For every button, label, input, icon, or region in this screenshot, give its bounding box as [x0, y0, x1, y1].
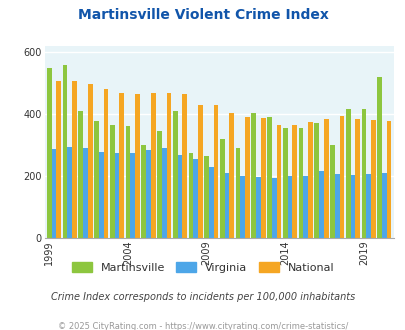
Bar [146, 150, 150, 238]
Bar [83, 148, 88, 238]
Bar [307, 122, 312, 238]
Bar [276, 125, 281, 238]
Bar [292, 125, 296, 238]
Bar [94, 121, 99, 238]
Bar [126, 126, 130, 238]
Bar [251, 113, 256, 238]
Bar [240, 176, 245, 238]
Legend: Martinsville, Virginia, National: Martinsville, Virginia, National [67, 258, 338, 278]
Bar [329, 145, 334, 238]
Bar [318, 171, 323, 238]
Bar [103, 89, 108, 238]
Bar [313, 123, 318, 238]
Bar [56, 81, 61, 238]
Bar [287, 176, 292, 238]
Bar [47, 68, 51, 238]
Bar [88, 84, 92, 238]
Bar [188, 153, 193, 238]
Bar [381, 173, 386, 238]
Bar [213, 106, 218, 238]
Bar [266, 117, 271, 238]
Bar [173, 111, 177, 238]
Bar [110, 125, 114, 238]
Bar [298, 128, 303, 238]
Bar [141, 145, 146, 238]
Bar [157, 131, 162, 238]
Bar [350, 175, 354, 238]
Bar [260, 118, 265, 238]
Bar [198, 105, 202, 238]
Bar [78, 111, 83, 238]
Bar [193, 159, 198, 238]
Bar [271, 178, 276, 238]
Bar [130, 153, 135, 238]
Bar [334, 174, 339, 238]
Bar [220, 139, 224, 238]
Bar [209, 167, 213, 238]
Bar [99, 152, 103, 238]
Bar [365, 174, 370, 238]
Bar [67, 147, 72, 238]
Bar [166, 92, 171, 238]
Bar [162, 148, 166, 238]
Bar [229, 113, 234, 238]
Bar [376, 77, 381, 238]
Bar [361, 110, 365, 238]
Bar [72, 81, 77, 238]
Bar [303, 176, 307, 238]
Bar [204, 156, 209, 238]
Bar [177, 155, 182, 238]
Bar [386, 121, 390, 238]
Bar [182, 94, 187, 238]
Bar [323, 119, 328, 238]
Bar [114, 153, 119, 238]
Bar [370, 120, 375, 238]
Text: © 2025 CityRating.com - https://www.cityrating.com/crime-statistics/: © 2025 CityRating.com - https://www.city… [58, 322, 347, 330]
Bar [224, 173, 229, 238]
Bar [119, 92, 124, 238]
Text: Crime Index corresponds to incidents per 100,000 inhabitants: Crime Index corresponds to incidents per… [51, 292, 354, 302]
Bar [345, 110, 350, 238]
Bar [339, 116, 343, 238]
Text: Martinsville Violent Crime Index: Martinsville Violent Crime Index [77, 8, 328, 22]
Bar [150, 92, 155, 238]
Bar [282, 128, 287, 238]
Bar [63, 65, 67, 238]
Bar [256, 178, 260, 238]
Bar [354, 119, 359, 238]
Bar [235, 148, 240, 238]
Bar [245, 117, 249, 238]
Bar [135, 94, 139, 238]
Bar [51, 149, 56, 238]
